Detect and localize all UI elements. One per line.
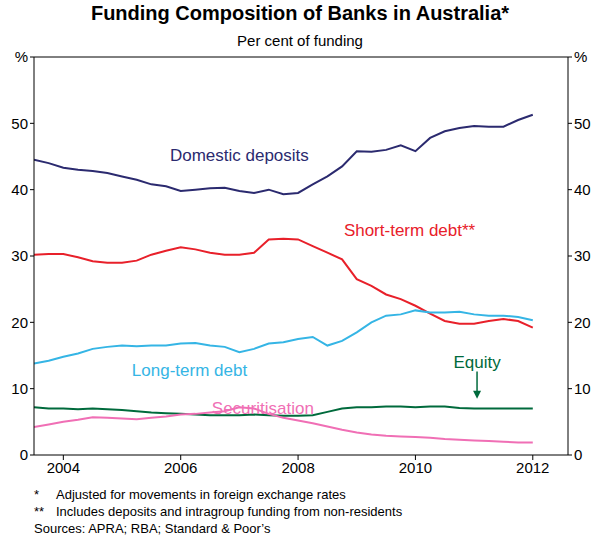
svg-text:40: 40: [11, 181, 28, 198]
svg-text:2006: 2006: [164, 459, 197, 476]
svg-text:0: 0: [20, 446, 28, 463]
svg-text:Domestic deposits: Domestic deposits: [170, 146, 309, 165]
svg-text:%: %: [15, 48, 28, 65]
svg-text:0: 0: [574, 446, 582, 463]
html-text:Includes deposits and intragro: Includes deposits and intragroup funding…: [56, 504, 403, 519]
svg-text:20: 20: [574, 314, 591, 331]
svg-text:Equity: Equity: [453, 353, 501, 372]
svg-text:Short-term debt**: Short-term debt**: [344, 221, 476, 240]
svg-text:2008: 2008: [281, 459, 314, 476]
svg-text:Securitisation: Securitisation: [212, 399, 314, 418]
html-text:Funding Composition of Banks i: Funding Composition of Banks in Australi…: [90, 2, 510, 24]
html-text:Sources: APRA; RBA; Standard &: Sources: APRA; RBA; Standard & Poor’s: [34, 521, 271, 536]
svg-text:2010: 2010: [399, 459, 432, 476]
svg-text:%: %: [574, 48, 587, 65]
svg-text:50: 50: [11, 115, 28, 132]
svg-text:30: 30: [11, 247, 28, 264]
svg-text:20: 20: [11, 314, 28, 331]
svg-text:10: 10: [11, 380, 28, 397]
svg-text:Long-term debt: Long-term debt: [132, 361, 248, 380]
svg-text:50: 50: [574, 115, 591, 132]
svg-text:40: 40: [574, 181, 591, 198]
html-text:Adjusted for movements in fore: Adjusted for movements in foreign exchan…: [56, 487, 346, 502]
svg-text:30: 30: [574, 247, 591, 264]
svg-text:2012: 2012: [516, 459, 549, 476]
html-text:Per cent of funding: Per cent of funding: [237, 32, 363, 49]
svg-text:10: 10: [574, 380, 591, 397]
svg-text:2004: 2004: [47, 459, 80, 476]
